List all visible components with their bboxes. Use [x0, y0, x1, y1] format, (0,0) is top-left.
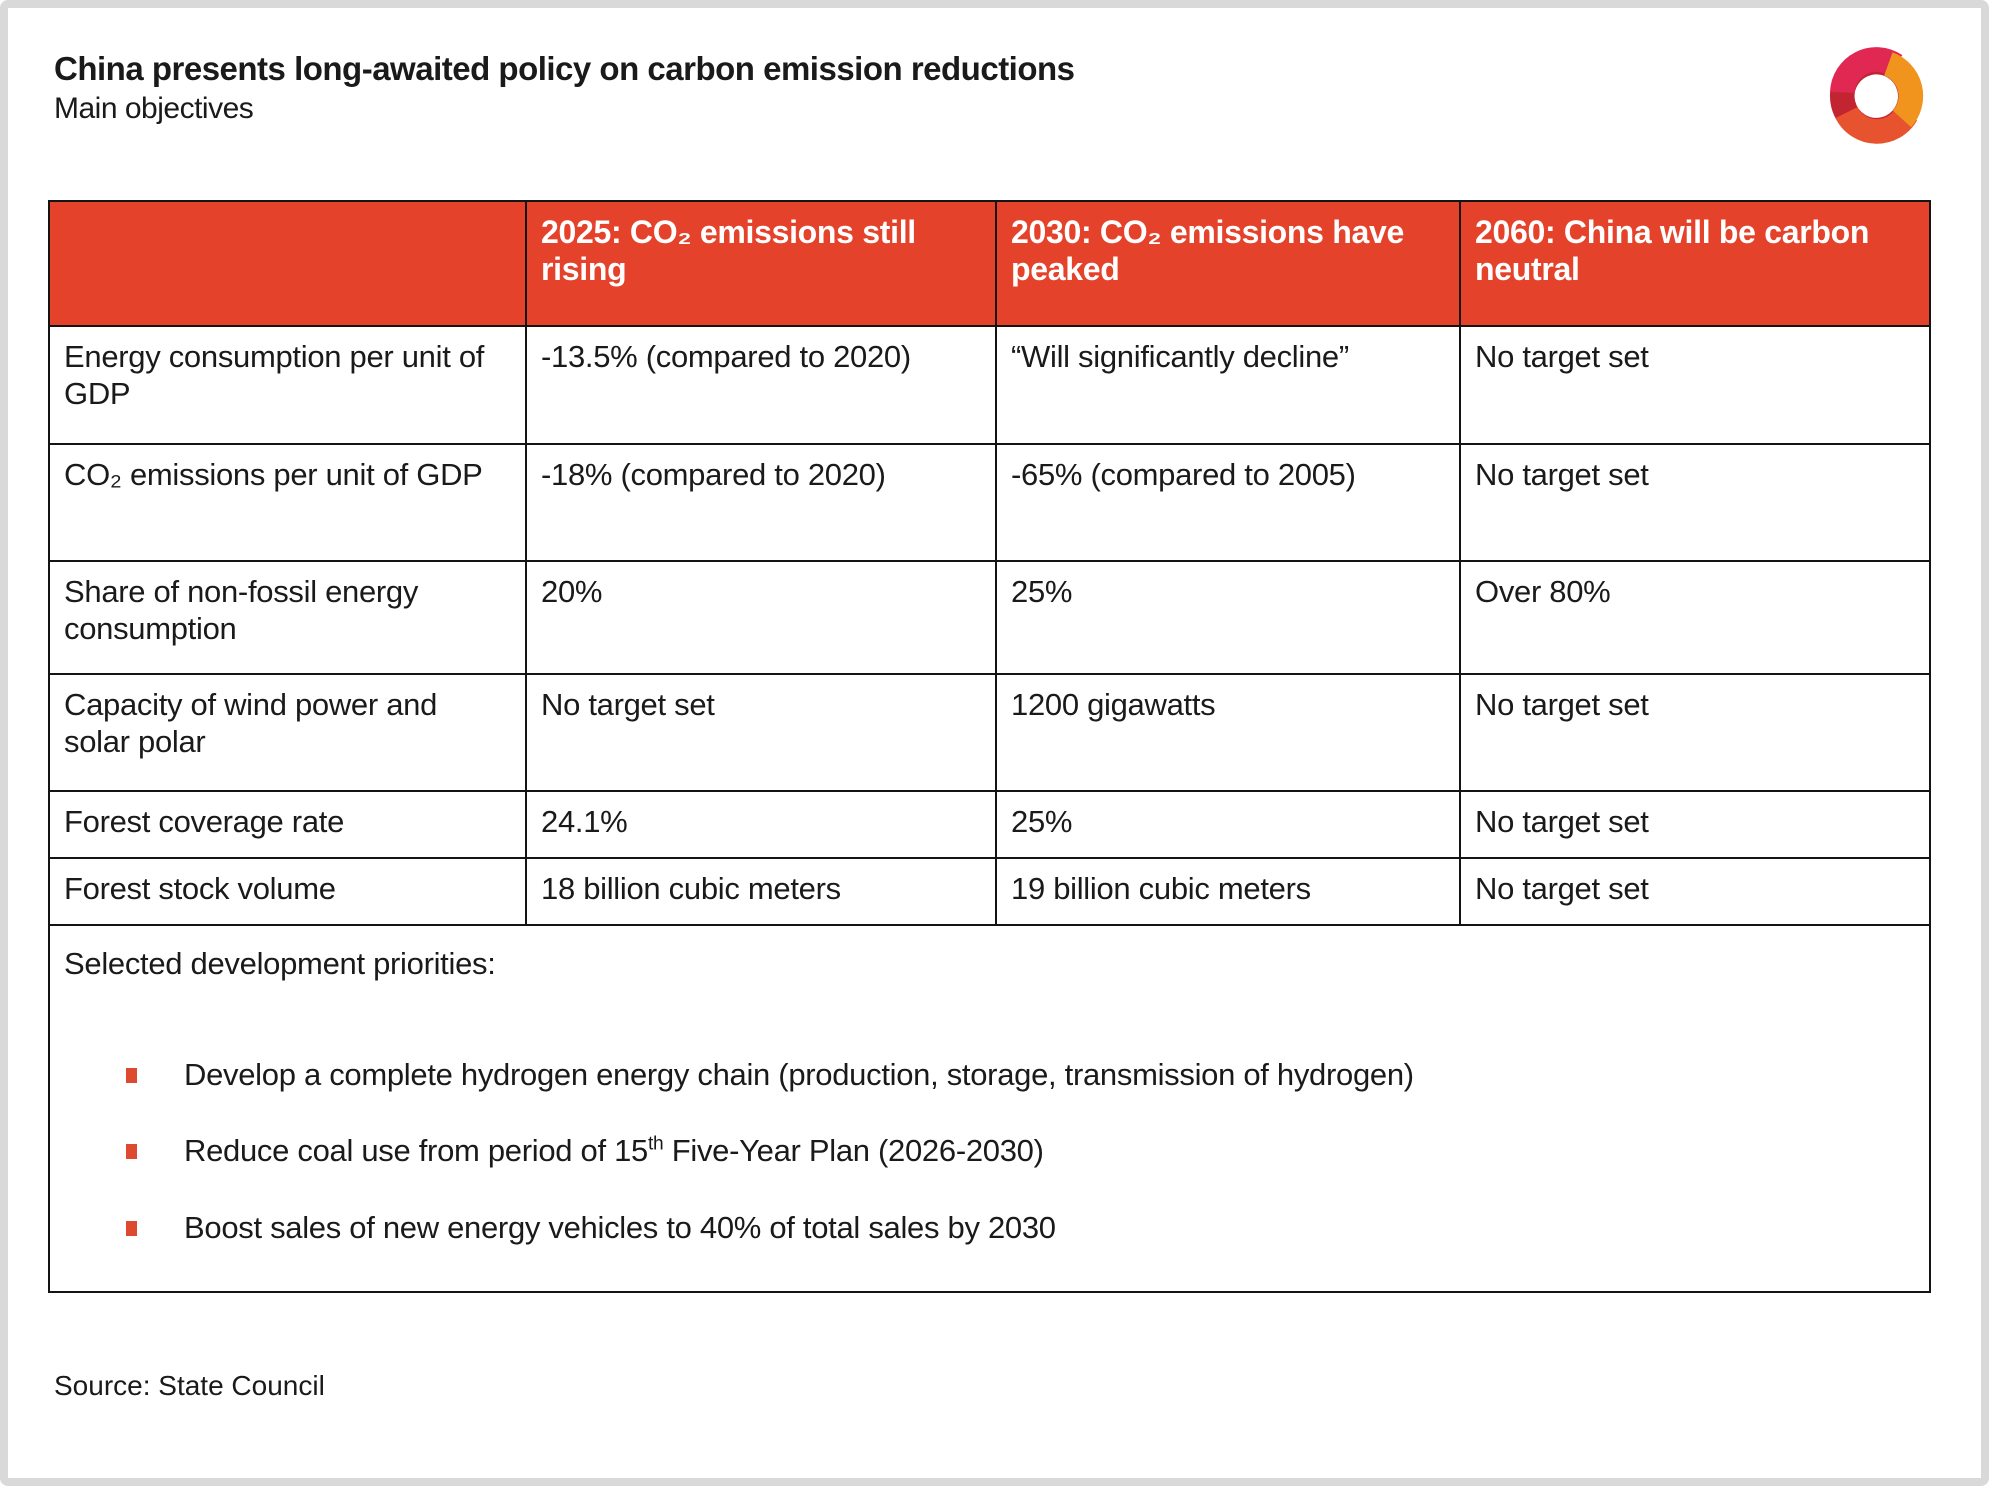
priorities-row: Selected development priorities: Develop… — [48, 924, 1931, 1293]
cell-value: 1200 gigawatts — [995, 673, 1461, 792]
table-row: Forest stock volume 18 billion cubic met… — [48, 857, 1931, 926]
row-label: Capacity of wind power and solar polar — [48, 673, 527, 792]
cell-value: 24.1% — [525, 790, 997, 859]
row-label: Forest coverage rate — [48, 790, 527, 859]
cell-value: No target set — [1459, 857, 1931, 926]
cell-value: No target set — [1459, 790, 1931, 859]
cell-value: Over 80% — [1459, 560, 1931, 675]
cell-value: 20% — [525, 560, 997, 675]
page-subtitle: Main objectives — [54, 92, 254, 125]
cell-value: “Will significantly decline” — [995, 325, 1461, 445]
cell-value: No target set — [525, 673, 997, 792]
table-corner-cell — [48, 200, 527, 327]
ordinal-superscript: th — [648, 1133, 664, 1155]
equinor-logo-icon — [1829, 47, 1924, 144]
cell-value: No target set — [1459, 673, 1931, 792]
cell-value: -13.5% (compared to 2020) — [525, 325, 997, 445]
page-title: China presents long-awaited policy on ca… — [54, 50, 1075, 87]
priorities-heading: Selected development priorities: — [64, 946, 496, 981]
square-bullet-icon — [126, 1220, 137, 1236]
row-label: Forest stock volume — [48, 857, 527, 926]
table-row: Share of non-fossil energy consumption 2… — [48, 560, 1931, 675]
row-label: Energy consumption per unit of GDP — [48, 325, 527, 445]
cell-value: -18% (compared to 2020) — [525, 443, 997, 562]
cell-value: -65% (compared to 2005) — [995, 443, 1461, 562]
square-bullet-icon — [126, 1144, 137, 1160]
table-row: Capacity of wind power and solar polar N… — [48, 673, 1931, 792]
cell-value: 18 billion cubic meters — [525, 857, 997, 926]
table-row: Forest coverage rate 24.1% 25% No target… — [48, 790, 1931, 859]
table-row: CO₂ emissions per unit of GDP -18% (comp… — [48, 443, 1931, 562]
list-item: Boost sales of new energy vehicles to 40… — [64, 1210, 1913, 1247]
bullet-text: Reduce coal use from period of 15th Five… — [184, 1133, 1044, 1169]
policy-targets-table: 2025: CO₂ emissions still rising 2030: C… — [48, 200, 1931, 1293]
column-header-2025: 2025: CO₂ emissions still rising — [525, 200, 997, 327]
table-header-row: 2025: CO₂ emissions still rising 2030: C… — [48, 200, 1931, 327]
column-header-2060: 2060: China will be carbon neutral — [1459, 200, 1931, 327]
table-row: Energy consumption per unit of GDP -13.5… — [48, 325, 1931, 445]
slide-canvas: China presents long-awaited policy on ca… — [8, 8, 1981, 1478]
cell-value: 19 billion cubic meters — [995, 857, 1461, 926]
cell-value: No target set — [1459, 325, 1931, 445]
row-label: CO₂ emissions per unit of GDP — [48, 443, 527, 562]
source-caption: Source: State Council — [54, 1370, 325, 1401]
bullet-text: Develop a complete hydrogen energy chain… — [184, 1056, 1414, 1092]
row-label: Share of non-fossil energy consumption — [48, 560, 527, 675]
column-header-2030: 2030: CO₂ emissions have peaked — [995, 200, 1461, 327]
list-item: Reduce coal use from period of 15th Five… — [64, 1133, 1913, 1170]
priorities-cell: Selected development priorities: Develop… — [48, 924, 1931, 1293]
cell-value: 25% — [995, 790, 1461, 859]
list-item: Develop a complete hydrogen energy chain… — [64, 1057, 1913, 1094]
square-bullet-icon — [126, 1067, 137, 1083]
cell-value: No target set — [1459, 443, 1931, 562]
cell-value: 25% — [995, 560, 1461, 675]
bullet-text: Boost sales of new energy vehicles to 40… — [184, 1209, 1056, 1245]
